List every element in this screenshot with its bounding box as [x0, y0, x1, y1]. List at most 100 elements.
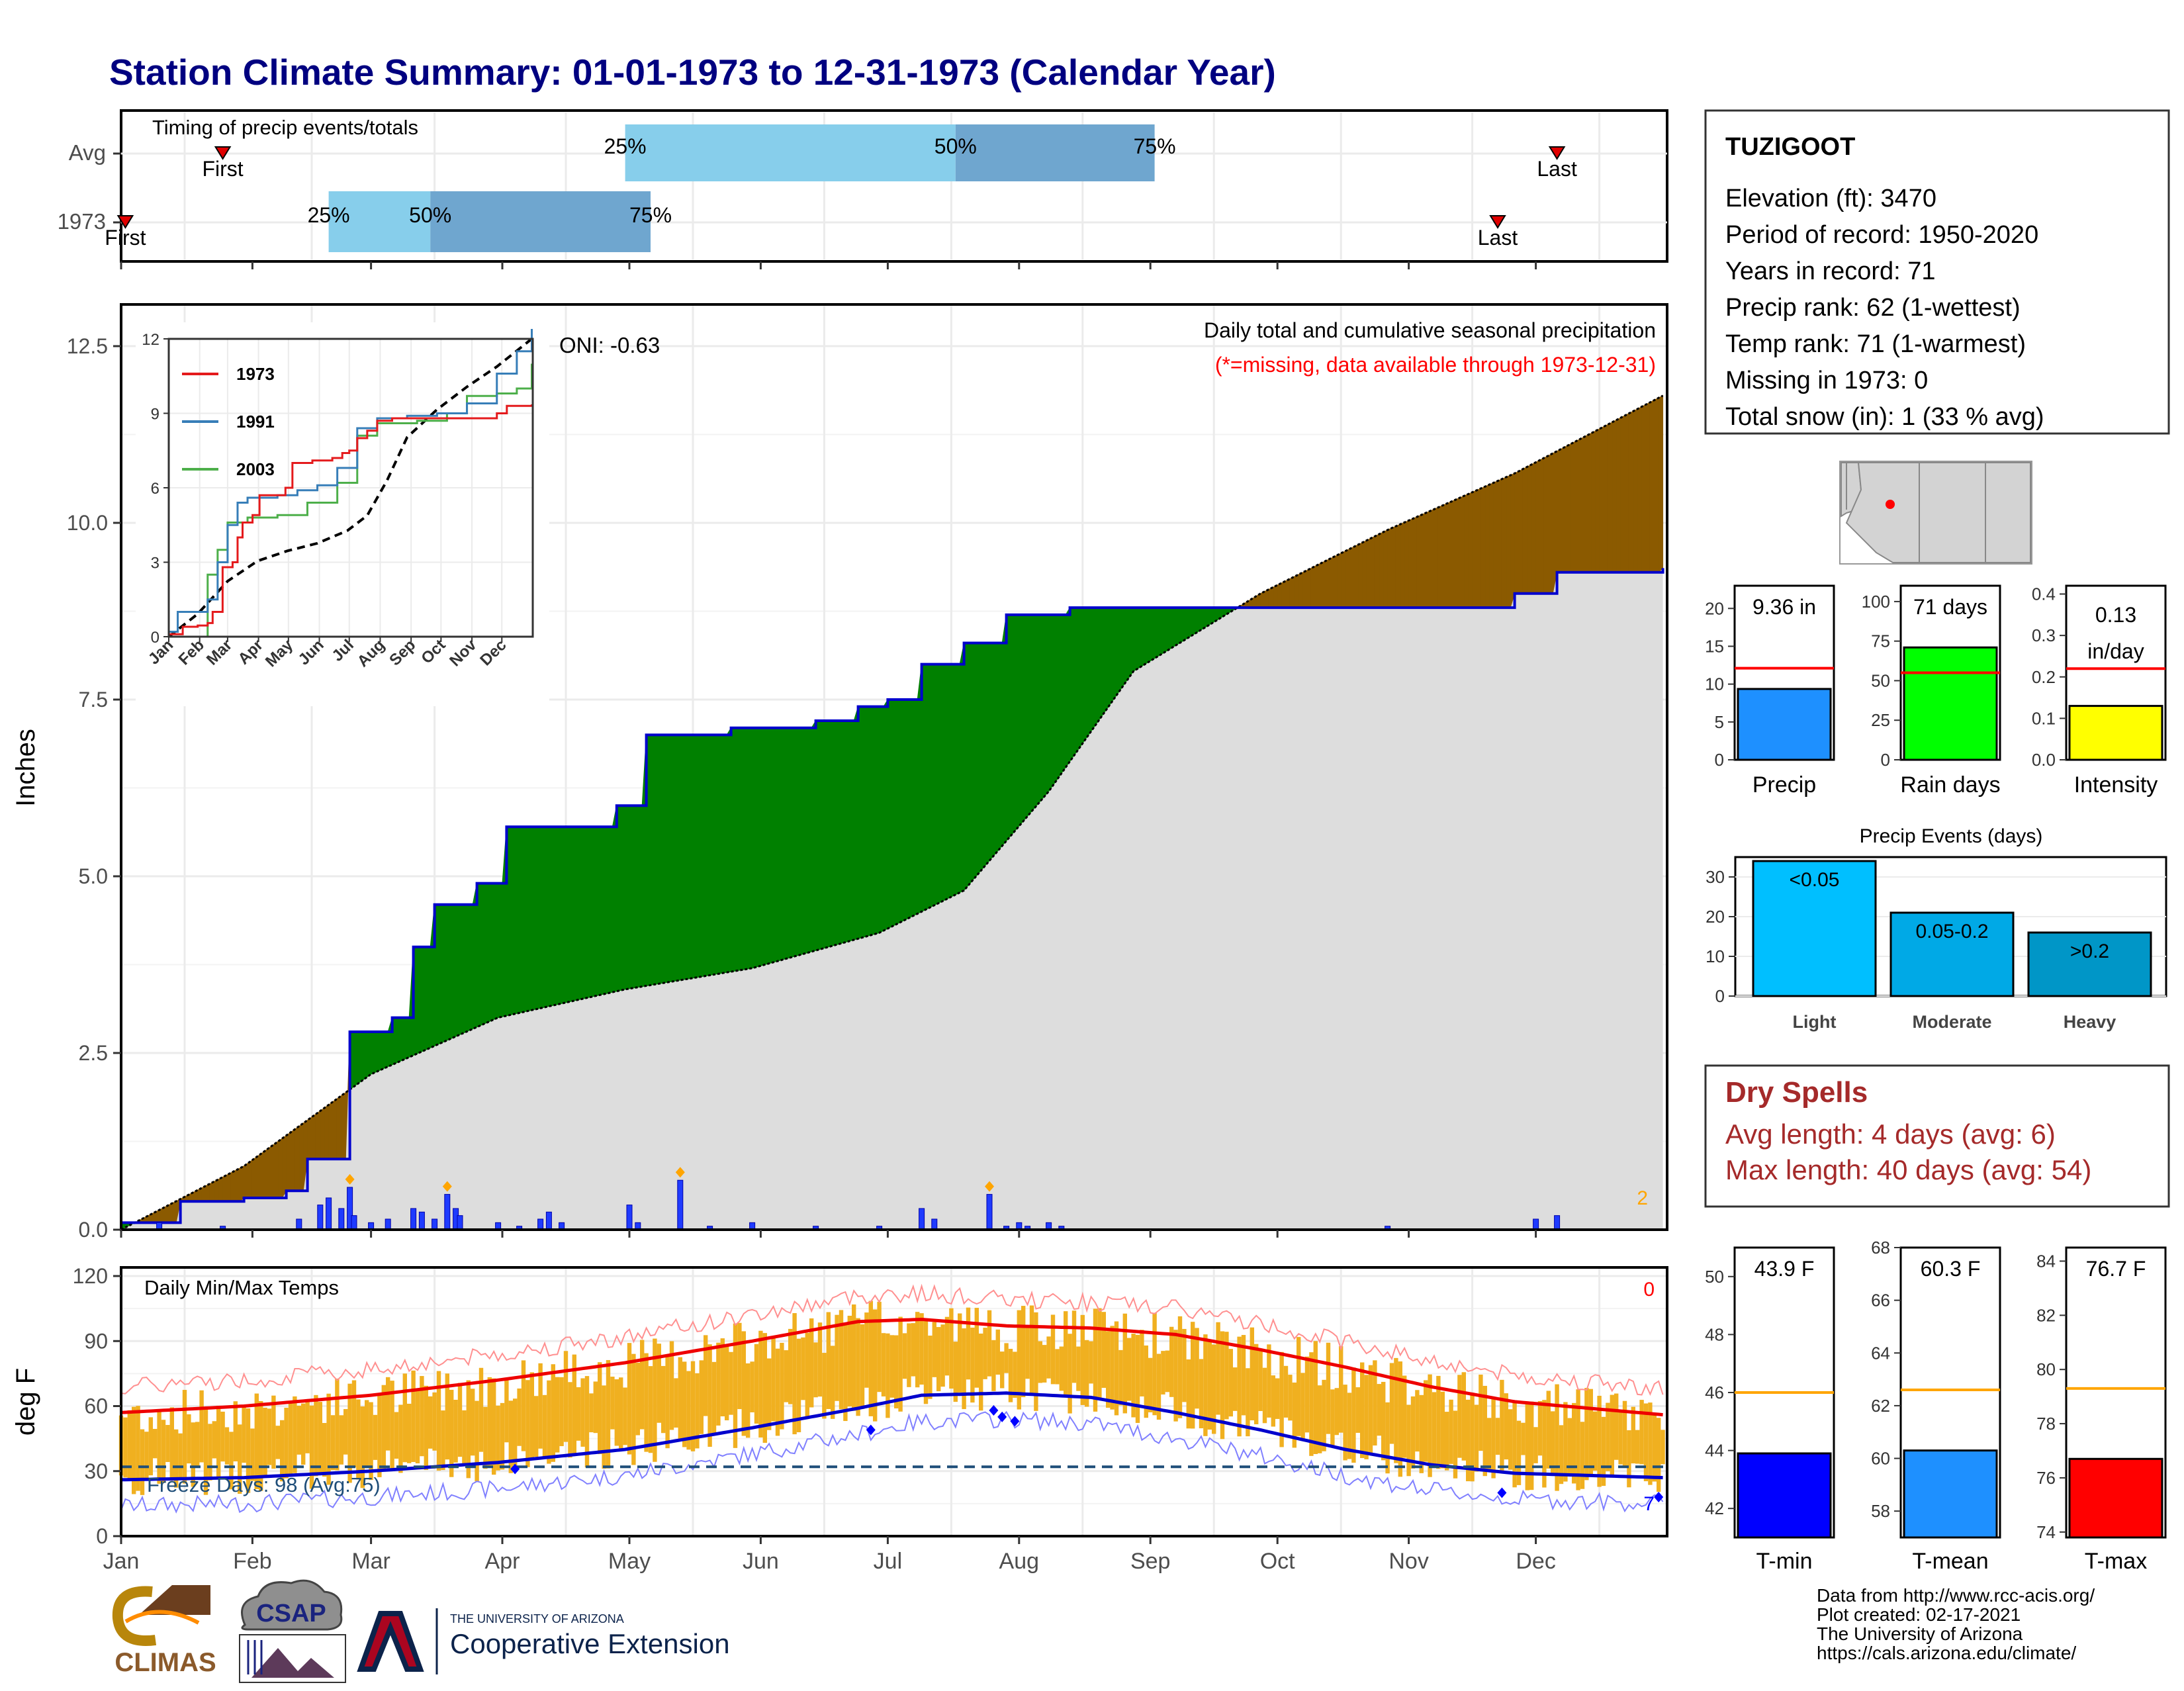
- surplus-area: [662, 734, 668, 983]
- daily-temp-bar: [1440, 1391, 1445, 1469]
- daily-temp-bar: [1326, 1342, 1331, 1434]
- daily-temp-bar: [1093, 1308, 1098, 1412]
- surplus-area: [968, 643, 973, 887]
- daily-temp-bar: [1597, 1395, 1602, 1487]
- daily-temp-bar: [665, 1355, 670, 1449]
- surplus-area: [404, 1017, 410, 1060]
- surplus-area: [904, 699, 909, 921]
- svg-text:CLIMAS: CLIMAS: [114, 1648, 216, 1677]
- daily-temp-bar: [343, 1409, 348, 1455]
- station-line: Temp rank: 71 (1-warmest): [1725, 330, 2026, 358]
- surplus-area: [565, 826, 570, 1003]
- month-label: Jun: [743, 1549, 779, 1574]
- daily-temp-bar: [513, 1398, 518, 1466]
- daily-temp-bar: [648, 1366, 653, 1453]
- daily-temp-bar: [407, 1403, 412, 1463]
- surplus-area: [950, 664, 956, 897]
- surplus-area: [1146, 607, 1151, 664]
- daily-temp-bar: [398, 1404, 403, 1473]
- daily-precip-bar: [537, 1218, 544, 1230]
- daily-temp-bar: [1144, 1345, 1148, 1418]
- y-tick-label: 90: [84, 1329, 108, 1353]
- daily-temp-bar: [1512, 1402, 1517, 1488]
- daily-temp-bar: [1491, 1398, 1496, 1479]
- daily-temp-bar: [1584, 1388, 1589, 1481]
- y-tick-label: 10.0: [67, 511, 108, 535]
- surplus-area: [858, 706, 863, 939]
- surplus-area: [853, 706, 859, 940]
- surplus-area: [1086, 607, 1092, 739]
- surplus-area: [908, 699, 914, 919]
- daily-temp-bar: [233, 1401, 238, 1462]
- deficit-area: [235, 1167, 240, 1202]
- surplus-area: [451, 904, 457, 1039]
- surplus-area: [650, 734, 655, 986]
- daily-temp-bar: [563, 1351, 569, 1442]
- daily-temp-bar: [983, 1328, 987, 1379]
- daily-temp-bar: [377, 1394, 382, 1477]
- temp-y-tick-label: 80: [2036, 1359, 2056, 1379]
- daily-temp-bar: [1114, 1321, 1119, 1416]
- daily-temp-bar: [1457, 1375, 1462, 1458]
- deficit-area: [1607, 422, 1613, 573]
- surplus-area: [421, 946, 427, 1052]
- mini-y-tick-label: 10: [1705, 674, 1724, 694]
- daily-temp-bar: [762, 1333, 767, 1443]
- daily-temp-bar: [1267, 1344, 1271, 1418]
- timing-marker-last: [1548, 146, 1566, 160]
- surplus-area: [540, 826, 545, 1009]
- daily-temp-bar: [1402, 1375, 1407, 1458]
- daily-temp-bar: [1297, 1337, 1301, 1436]
- daily-temp-bar: [1661, 1430, 1665, 1465]
- mini-y-tick-label: 0.4: [2032, 584, 2056, 604]
- deficit-area: [1260, 590, 1265, 608]
- surplus-area: [595, 826, 600, 997]
- temp-bar-t-max: [2068, 1457, 2163, 1539]
- daily-temp-bar: [944, 1316, 950, 1376]
- daily-precip-bar: [626, 1205, 633, 1230]
- daily-temp-bar: [1216, 1322, 1220, 1415]
- daily-temp-bar: [987, 1310, 992, 1377]
- temp-y-tick-label: 46: [1705, 1383, 1724, 1402]
- daily-temp-bar: [1419, 1394, 1424, 1473]
- daily-temp-bar: [182, 1390, 187, 1484]
- surplus-area: [1141, 607, 1147, 667]
- mini-y-tick-label: 0.1: [2032, 708, 2056, 728]
- daily-temp-bar: [1631, 1406, 1635, 1464]
- y-tick-label: 7.5: [79, 688, 108, 711]
- surplus-area: [1205, 607, 1210, 628]
- daily-temp-bar: [365, 1400, 369, 1467]
- surplus-area: [1091, 607, 1096, 733]
- surplus-area: [1128, 607, 1134, 678]
- daily-temp-bar: [547, 1380, 551, 1464]
- deficit-area: [1294, 574, 1299, 608]
- surplus-area: [752, 727, 757, 969]
- deficit-area: [1437, 504, 1443, 608]
- daily-temp-bar: [1500, 1379, 1504, 1473]
- daily-temp-bar: [1131, 1334, 1136, 1418]
- daily-temp-bar: [627, 1343, 632, 1455]
- daily-precip-bar: [385, 1218, 391, 1230]
- daily-temp-bar: [1368, 1365, 1373, 1455]
- surplus-area: [692, 734, 698, 979]
- mini-y-tick-label: 15: [1705, 636, 1724, 656]
- daily-temp-bar: [614, 1379, 619, 1446]
- daily-temp-bar: [1118, 1349, 1123, 1406]
- daily-temp-bar: [1085, 1340, 1089, 1407]
- surplus-area: [675, 734, 681, 982]
- timing-label-first: First: [202, 157, 243, 181]
- surplus-area: [747, 727, 753, 970]
- daily-temp-bar: [551, 1364, 555, 1462]
- daily-temp-bar: [1330, 1389, 1335, 1445]
- events-y-tick-label: 30: [1706, 867, 1725, 887]
- deficit-area: [197, 1187, 203, 1202]
- daily-temp-bar: [305, 1400, 310, 1453]
- mini-bar-intensity: [2068, 705, 2163, 761]
- surplus-area: [1188, 607, 1193, 639]
- daily-temp-bar: [598, 1362, 602, 1455]
- deficit-area: [1416, 514, 1422, 608]
- daily-temp-bar: [293, 1396, 297, 1473]
- daily-temp-bar: [940, 1324, 945, 1387]
- surplus-area: [993, 643, 999, 857]
- daily-temp-bar: [911, 1323, 915, 1377]
